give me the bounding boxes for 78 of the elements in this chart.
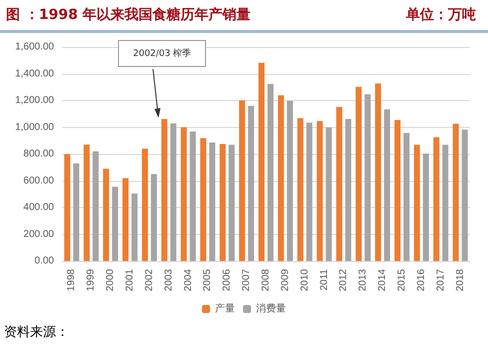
- y-tick-label: 1,200.00: [15, 95, 54, 106]
- x-tick-label: 2017: [435, 268, 446, 292]
- x-tick-label: 1999: [86, 268, 97, 292]
- x-tick-label: 2013: [358, 268, 369, 292]
- chart-subtitle: 单位：万吨: [406, 6, 476, 24]
- bar: [268, 84, 274, 261]
- x-tick-label: 2018: [454, 268, 466, 292]
- bar: [112, 186, 118, 261]
- bar: [258, 62, 264, 261]
- bar: [73, 163, 80, 261]
- x-tick-label: 2011: [318, 268, 330, 291]
- x-tick-label: 2000: [105, 268, 116, 292]
- bar: [306, 122, 312, 261]
- y-tick-label: 200.00: [23, 228, 54, 240]
- bar: [326, 127, 332, 261]
- x-tick-label: 2009: [280, 268, 291, 292]
- bar: [122, 178, 128, 261]
- x-tick-label: 2016: [416, 268, 427, 292]
- bar: [316, 121, 323, 261]
- chart-title: 图 ：1998 年以来我国食糖历年产销量: [6, 6, 251, 24]
- bar: [103, 168, 110, 261]
- x-tick-label: 2004: [182, 268, 194, 292]
- x-tick-label: 2010: [299, 268, 310, 292]
- text: 资料来源：: [3, 324, 70, 341]
- bar: [442, 144, 448, 261]
- bar: [404, 133, 410, 261]
- y-tick-label: 600.00: [23, 175, 54, 186]
- x-tick-label: 1998: [66, 268, 78, 292]
- bar: [64, 154, 70, 261]
- bar: [345, 118, 352, 261]
- bar: [286, 100, 293, 261]
- callout-box: 2002/03 榨季: [118, 40, 206, 67]
- bar: [92, 151, 99, 261]
- bar: [462, 130, 468, 261]
- y-tick-label: 0.00: [34, 256, 54, 266]
- legend-label: 消费量: [256, 302, 286, 314]
- bar: [200, 138, 206, 261]
- bar: [180, 127, 187, 261]
- bar: [228, 144, 235, 261]
- bar: [132, 193, 138, 261]
- legend-label: 产量: [215, 302, 235, 314]
- bar: [220, 144, 226, 261]
- x-tick-label: 2006: [222, 268, 233, 292]
- y-tick-label: 800.00: [23, 148, 54, 160]
- x-tick-label: 2008: [260, 268, 272, 292]
- bar: [364, 94, 371, 261]
- bar: [142, 148, 148, 261]
- y-tick-label: 1,000.00: [15, 122, 54, 133]
- bar: [161, 118, 168, 261]
- x-tick-label: 2005: [202, 268, 214, 292]
- x-tick-label: 2007: [241, 268, 252, 292]
- bar: [297, 118, 304, 261]
- x-tick-label: 2001: [124, 268, 136, 292]
- x-tick-label: 2002: [144, 268, 155, 292]
- y-tick-label: 1,600.00: [15, 42, 54, 52]
- x-tick-label: 2012: [338, 268, 350, 292]
- bar: [278, 95, 284, 261]
- bar: [248, 106, 254, 261]
- bar: [384, 109, 390, 261]
- bar: [170, 123, 176, 261]
- bar: [394, 120, 400, 261]
- y-tick-label: 400.00: [23, 202, 54, 213]
- y-tick-label: 1,400.00: [15, 68, 54, 80]
- bar: [84, 144, 90, 261]
- bar: [414, 144, 420, 261]
- x-tick-label: 2003: [163, 268, 174, 292]
- bar: [209, 142, 216, 261]
- bar: [356, 86, 362, 261]
- bar: [239, 100, 246, 261]
- bar: [452, 124, 459, 261]
- bar: [433, 137, 440, 261]
- bar: [422, 154, 429, 261]
- bar: [190, 132, 196, 261]
- x-tick-label: 2014: [377, 268, 388, 292]
- x-tick-label: 2015: [396, 268, 408, 292]
- bar: [150, 174, 157, 261]
- bar: [336, 107, 342, 261]
- bar: [375, 84, 382, 261]
